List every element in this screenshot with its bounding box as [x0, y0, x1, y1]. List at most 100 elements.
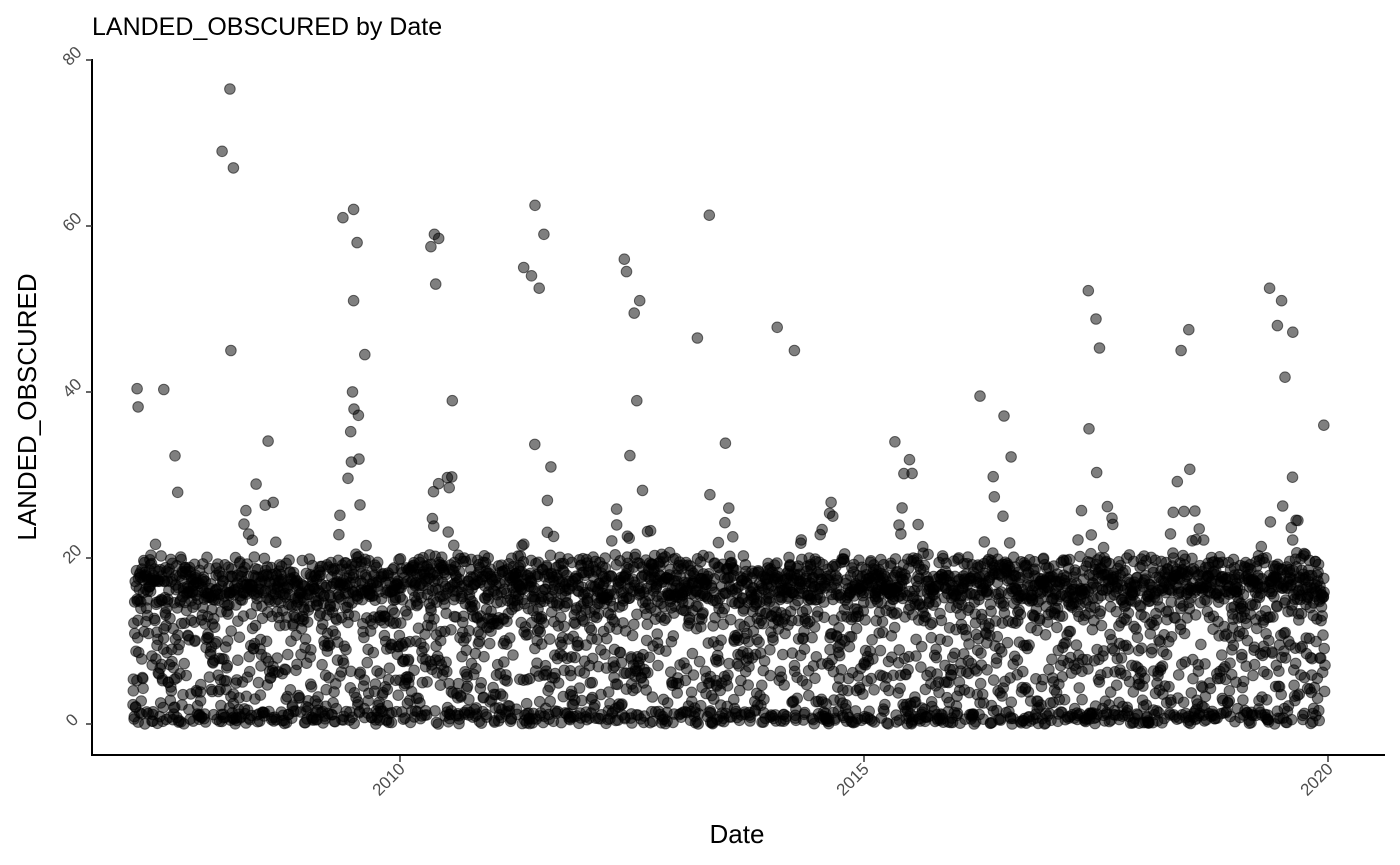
data-point [558, 620, 571, 633]
data-point [358, 674, 371, 686]
data-point [482, 552, 495, 564]
data-point [618, 253, 631, 266]
data-point [620, 265, 633, 278]
data-point [615, 656, 628, 669]
data-point [359, 348, 371, 361]
data-point [1115, 652, 1128, 664]
data-point [599, 648, 611, 661]
data-point [867, 653, 879, 665]
data-point [800, 604, 813, 616]
data-point [408, 664, 420, 677]
data-point [543, 633, 556, 645]
data-point [149, 538, 162, 551]
data-point [360, 539, 372, 552]
data-point [165, 685, 178, 697]
data-point [636, 484, 649, 497]
data-point [1195, 638, 1207, 651]
data-point [808, 621, 821, 633]
data-point [149, 614, 161, 627]
data-point [987, 470, 1000, 483]
data-point [1001, 636, 1014, 649]
data-point [173, 638, 185, 651]
data-point [687, 669, 700, 681]
data-point [354, 499, 366, 511]
data-point [371, 556, 384, 569]
data-point [758, 655, 771, 667]
data-point [1183, 323, 1195, 336]
data-point [461, 680, 474, 693]
data-point [541, 494, 554, 507]
data-point [227, 162, 240, 174]
data-point [1003, 537, 1016, 549]
data-point [463, 693, 475, 706]
data-point [283, 554, 295, 566]
data-point [610, 503, 623, 515]
data-point [347, 294, 360, 307]
y-axis-title: LANDED_OBSCURED [12, 273, 42, 540]
data-point [443, 481, 456, 494]
data-point [194, 695, 207, 707]
data-point [633, 294, 646, 307]
data-point [667, 630, 680, 642]
data-point [1189, 609, 1202, 621]
data-point [522, 628, 534, 641]
data-point [589, 699, 601, 711]
data-point [284, 684, 297, 696]
data-point [1122, 607, 1135, 619]
data-point [333, 528, 345, 541]
data-point [771, 321, 784, 334]
data-point [1083, 423, 1095, 435]
data-point [1184, 463, 1196, 476]
data-point [857, 688, 869, 700]
data-point [367, 646, 380, 659]
data-point [703, 209, 716, 221]
data-point [818, 611, 831, 624]
data-point [1101, 500, 1114, 513]
data-point [889, 436, 901, 448]
data-point [833, 622, 845, 634]
data-point [334, 509, 346, 522]
data-point [798, 643, 811, 656]
data-point [224, 83, 236, 95]
data-point [874, 644, 887, 657]
data-point [1289, 657, 1302, 670]
data-point [795, 534, 808, 546]
data-point [757, 617, 769, 630]
data-point [624, 449, 636, 462]
data-point [888, 621, 901, 634]
data-point [468, 599, 481, 612]
data-point [136, 653, 148, 665]
data-point [912, 518, 924, 531]
data-point [1177, 696, 1190, 709]
data-point [131, 382, 143, 395]
data-point [1150, 614, 1163, 626]
data-point [180, 669, 192, 682]
data-point [525, 270, 538, 282]
data-point [712, 536, 725, 549]
data-point [850, 622, 863, 635]
data-point [1189, 505, 1201, 517]
data-point [996, 646, 1008, 658]
data-point [1286, 471, 1299, 484]
data-point [164, 612, 176, 625]
data-point [1237, 694, 1249, 706]
data-point [1227, 639, 1240, 652]
data-point [991, 630, 1004, 643]
y-tick-label: 40 [59, 375, 86, 402]
data-point [922, 548, 934, 561]
data-point [517, 261, 530, 274]
data-point [221, 635, 234, 647]
data-point [1017, 665, 1029, 678]
data-point [1056, 610, 1069, 623]
data-point [941, 635, 954, 648]
data-point [316, 658, 328, 671]
data-point [504, 632, 516, 644]
data-point [172, 629, 184, 641]
data-point [697, 607, 709, 619]
data-point [279, 664, 292, 676]
data-point [361, 656, 374, 669]
data-point [428, 520, 440, 532]
data-point [825, 496, 837, 509]
points-layer [127, 83, 1331, 730]
